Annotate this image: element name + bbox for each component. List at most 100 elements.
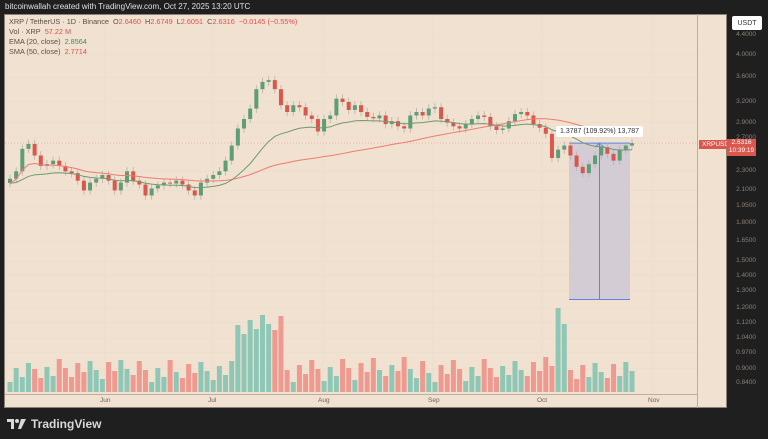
candle[interactable] bbox=[81, 180, 86, 191]
candle[interactable] bbox=[38, 155, 43, 166]
sma-line[interactable] bbox=[9, 118, 633, 184]
candle[interactable] bbox=[359, 105, 364, 113]
candle[interactable] bbox=[260, 81, 265, 90]
candle[interactable] bbox=[125, 171, 130, 183]
candle[interactable] bbox=[94, 178, 99, 183]
candle[interactable] bbox=[568, 145, 573, 156]
price-axis[interactable]: 4.4000 4.0000 3.6000 3.2000 2.9000 2.7000 2.30… bbox=[698, 0, 756, 439]
symbol-name[interactable]: XRP / TetherUS · 1D · Binance bbox=[9, 17, 109, 26]
candle[interactable] bbox=[549, 133, 554, 159]
candle[interactable] bbox=[519, 112, 524, 115]
candle[interactable] bbox=[482, 115, 487, 117]
candle[interactable] bbox=[414, 112, 419, 116]
candle[interactable] bbox=[149, 188, 154, 196]
candle[interactable] bbox=[488, 116, 493, 127]
candle[interactable] bbox=[211, 175, 216, 179]
candle[interactable] bbox=[266, 80, 271, 82]
candle[interactable] bbox=[20, 148, 25, 172]
candle[interactable] bbox=[383, 115, 388, 125]
candle[interactable] bbox=[309, 115, 314, 120]
candle[interactable] bbox=[574, 155, 579, 167]
legend-sma-row[interactable]: SMA (50, close) 2.7714 bbox=[9, 47, 87, 56]
candle[interactable] bbox=[476, 115, 481, 120]
candle[interactable] bbox=[155, 185, 160, 189]
candle[interactable] bbox=[432, 107, 437, 109]
candle[interactable] bbox=[57, 160, 62, 166]
candle[interactable] bbox=[315, 119, 320, 132]
candle[interactable] bbox=[168, 182, 173, 184]
candle[interactable] bbox=[611, 153, 616, 161]
candle[interactable] bbox=[26, 143, 31, 149]
candle[interactable] bbox=[420, 112, 425, 116]
candle[interactable] bbox=[242, 119, 247, 129]
candle[interactable] bbox=[377, 115, 382, 119]
candle[interactable] bbox=[593, 155, 598, 165]
candle[interactable] bbox=[605, 147, 610, 154]
legend-volume-row[interactable]: Vol · XRP 57.22 M bbox=[9, 27, 72, 36]
candle[interactable] bbox=[186, 184, 191, 191]
candle[interactable] bbox=[8, 178, 12, 184]
candle[interactable] bbox=[408, 115, 413, 129]
candle[interactable] bbox=[180, 180, 185, 185]
candle[interactable] bbox=[525, 112, 530, 116]
candle[interactable] bbox=[235, 128, 240, 146]
candle[interactable] bbox=[439, 107, 444, 120]
candle[interactable] bbox=[112, 180, 117, 191]
candle[interactable] bbox=[531, 115, 536, 125]
candle[interactable] bbox=[365, 112, 370, 117]
candle[interactable] bbox=[543, 127, 548, 134]
candle[interactable] bbox=[469, 119, 474, 125]
candle[interactable] bbox=[278, 89, 283, 106]
candle[interactable] bbox=[75, 173, 80, 181]
candle[interactable] bbox=[106, 175, 111, 181]
candle[interactable] bbox=[143, 184, 148, 196]
candle[interactable] bbox=[352, 105, 357, 110]
candle[interactable] bbox=[623, 145, 628, 150]
candle[interactable] bbox=[426, 108, 431, 116]
currency-button[interactable]: USDT bbox=[732, 16, 762, 30]
candle[interactable] bbox=[451, 122, 456, 127]
candle[interactable] bbox=[137, 180, 142, 185]
candle[interactable] bbox=[340, 98, 345, 102]
measure-tool-label[interactable]: 1.3787 (109.92%) 13,787 bbox=[556, 126, 644, 137]
candle[interactable] bbox=[463, 124, 468, 129]
candle[interactable] bbox=[500, 128, 505, 130]
candle[interactable] bbox=[100, 175, 105, 179]
candle[interactable] bbox=[328, 115, 333, 120]
candle[interactable] bbox=[334, 98, 339, 116]
candle[interactable] bbox=[371, 116, 376, 119]
candle[interactable] bbox=[512, 114, 517, 122]
candle[interactable] bbox=[63, 165, 68, 172]
candle[interactable] bbox=[14, 171, 19, 179]
candle[interactable] bbox=[586, 164, 591, 174]
candle[interactable] bbox=[192, 190, 197, 196]
candle[interactable] bbox=[537, 124, 542, 128]
candle[interactable] bbox=[285, 105, 290, 113]
candle[interactable] bbox=[630, 143, 634, 146]
ema-line[interactable] bbox=[9, 120, 633, 189]
candle[interactable] bbox=[51, 160, 56, 165]
candle[interactable] bbox=[599, 147, 604, 156]
candle[interactable] bbox=[198, 182, 203, 196]
candle[interactable] bbox=[322, 119, 327, 132]
candle[interactable] bbox=[562, 145, 567, 150]
candle[interactable] bbox=[494, 126, 499, 130]
candle[interactable] bbox=[69, 171, 74, 174]
candle[interactable] bbox=[223, 160, 228, 172]
candle[interactable] bbox=[395, 121, 400, 127]
candle[interactable] bbox=[389, 121, 394, 125]
candle[interactable] bbox=[174, 180, 179, 184]
candle[interactable] bbox=[617, 149, 622, 161]
candle[interactable] bbox=[32, 143, 37, 156]
legend-ema-row[interactable]: EMA (20, close) 2.8564 bbox=[9, 37, 87, 46]
candle[interactable] bbox=[118, 182, 123, 191]
candle[interactable] bbox=[161, 182, 166, 186]
candle[interactable] bbox=[580, 166, 585, 174]
candle[interactable] bbox=[248, 108, 253, 120]
candle[interactable] bbox=[402, 126, 407, 129]
candle[interactable] bbox=[297, 105, 302, 108]
candle[interactable] bbox=[445, 119, 450, 123]
candle[interactable] bbox=[291, 105, 296, 113]
candle[interactable] bbox=[217, 171, 222, 176]
